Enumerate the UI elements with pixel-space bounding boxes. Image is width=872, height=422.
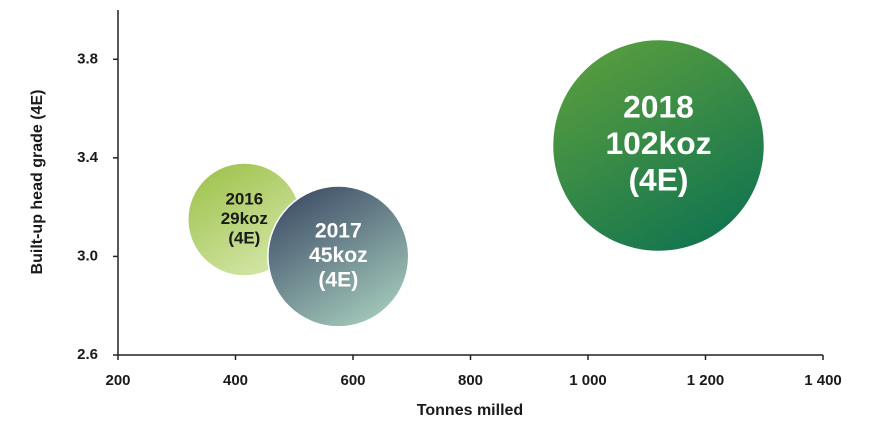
bubble-note: (4E): [628, 162, 688, 198]
bubble-year: 2018: [623, 88, 694, 124]
bubble-note: (4E): [318, 268, 358, 291]
bubble-size-label: 45koz: [309, 244, 368, 267]
x-tick-label: 1 400: [804, 372, 842, 389]
bubble-size-label: 102koz: [605, 125, 711, 161]
y-tick-label: 3.4: [77, 149, 99, 166]
x-tick-label: 1 200: [687, 372, 725, 389]
bubble-year: 2017: [315, 220, 362, 243]
bubble: [267, 185, 410, 328]
y-tick-label: 3.0: [77, 247, 98, 264]
bubble-size-label: 29koz: [221, 209, 268, 228]
x-tick-label: 800: [458, 372, 483, 389]
y-tick-label: 2.6: [77, 346, 98, 363]
bubble-note: (4E): [228, 228, 260, 247]
x-tick-label: 400: [223, 372, 248, 389]
y-tick-label: 3.8: [77, 50, 98, 67]
x-tick-label: 1 000: [569, 372, 607, 389]
x-tick-label: 600: [340, 372, 365, 389]
x-axis-title: Tonnes milled: [417, 402, 523, 419]
bubble: [551, 38, 766, 253]
bubble-year: 2016: [225, 189, 263, 208]
y-axis-title: Built-up head grade (4E): [29, 90, 46, 275]
x-tick-label: 200: [105, 372, 130, 389]
